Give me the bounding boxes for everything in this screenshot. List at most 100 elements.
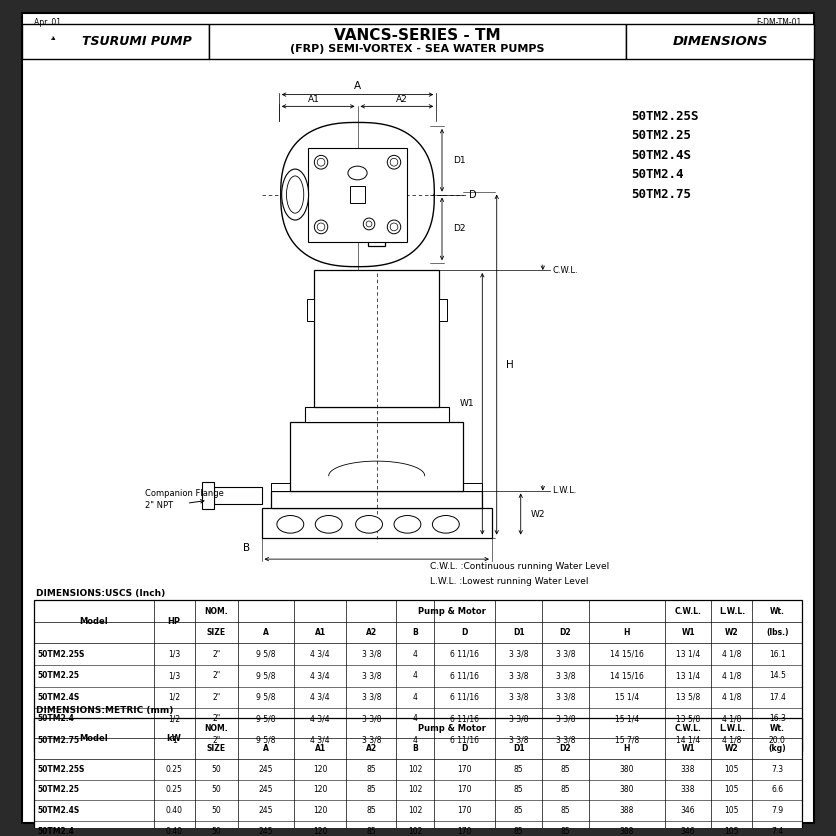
Text: 338: 338 [681,785,696,794]
Text: 3 3/8: 3 3/8 [556,736,575,745]
Text: 50TM2.75: 50TM2.75 [38,736,80,745]
Text: 50: 50 [212,806,222,815]
Text: 15 1/4: 15 1/4 [614,693,639,701]
Text: D1: D1 [513,628,524,637]
Text: 6 11/16: 6 11/16 [451,736,479,745]
Text: kW: kW [166,734,181,743]
Bar [372,191,381,206]
Text: A2: A2 [365,744,377,753]
Ellipse shape [43,31,64,53]
Bar [34,718,802,836]
Bar [295,482,314,491]
Circle shape [387,155,400,169]
Text: 380: 380 [619,765,634,774]
Text: 9 5/8: 9 5/8 [257,671,276,681]
Text: W1: W1 [681,744,695,753]
Text: 4: 4 [413,671,417,681]
Text: B: B [243,543,250,553]
Bar [626,24,814,59]
Text: 3 3/8: 3 3/8 [509,714,528,723]
Text: 14 1/4: 14 1/4 [676,736,701,745]
Text: 3 3/8: 3 3/8 [361,671,381,681]
Text: W2: W2 [725,628,739,637]
Text: DIMENSIONS:METRIC (mm): DIMENSIONS:METRIC (mm) [36,706,173,715]
Text: 346: 346 [681,827,696,835]
Text: D2: D2 [559,628,571,637]
Text: 1/2: 1/2 [168,693,181,701]
Text: 120: 120 [313,765,328,774]
Text: 2" NPT: 2" NPT [145,501,174,510]
Text: 338: 338 [681,765,696,774]
Text: 6 11/16: 6 11/16 [451,671,479,681]
Text: 7.9: 7.9 [771,806,783,815]
Text: 85: 85 [561,765,570,774]
Text: 1/3: 1/3 [168,650,181,659]
Text: 13 1/4: 13 1/4 [676,671,701,681]
Text: 3 3/8: 3 3/8 [361,736,381,745]
Text: 4 3/4: 4 3/4 [310,714,330,723]
Text: A1: A1 [314,744,326,753]
Text: 0.40: 0.40 [166,806,183,815]
Text: 170: 170 [457,765,472,774]
Ellipse shape [277,516,303,533]
Text: 4 3/4: 4 3/4 [310,693,330,701]
Text: 50: 50 [212,765,222,774]
Text: 2": 2" [212,693,221,701]
Text: Wt.: Wt. [770,607,785,615]
Text: D2: D2 [453,224,466,233]
Text: 0.25: 0.25 [166,785,182,794]
Text: 1/3: 1/3 [168,671,181,681]
Text: HP: HP [168,617,181,626]
Bar [439,299,446,321]
Ellipse shape [348,166,367,180]
Text: 3 3/8: 3 3/8 [361,714,381,723]
Text: 3 3/8: 3 3/8 [556,650,575,659]
Text: A: A [263,744,269,753]
Text: 85: 85 [366,785,376,794]
Text: 50TM2.25: 50TM2.25 [38,671,80,681]
Text: L.W.L. :Lowest running Water Level: L.W.L. :Lowest running Water Level [430,577,588,586]
Text: 6 11/16: 6 11/16 [451,714,479,723]
Text: 6 11/16: 6 11/16 [451,650,479,659]
Text: 85: 85 [561,785,570,794]
Text: 85: 85 [561,827,570,835]
Text: 50TM2.25S: 50TM2.25S [38,650,85,659]
Text: W1: W1 [460,400,475,408]
Text: 105: 105 [725,785,739,794]
Text: C.W.L.: C.W.L. [675,607,701,615]
Text: 50TM2.25S: 50TM2.25S [631,110,699,123]
Text: D2: D2 [559,744,571,753]
Bar [22,24,209,59]
Text: 380: 380 [619,785,634,794]
Circle shape [366,221,372,227]
Text: 20.0: 20.0 [769,736,786,745]
Text: 4 1/8: 4 1/8 [722,714,742,723]
Text: 14 15/16: 14 15/16 [609,650,644,659]
Text: L.W.L.: L.W.L. [719,724,745,732]
Circle shape [314,220,328,234]
Bar [290,422,463,491]
Text: 105: 105 [725,827,739,835]
Circle shape [317,223,325,231]
Text: 14.5: 14.5 [769,671,786,681]
Text: NOM.: NOM. [205,724,228,732]
Text: 3 3/8: 3 3/8 [509,671,528,681]
Text: L.W.L.: L.W.L. [719,607,745,615]
Text: Apr. 01: Apr. 01 [34,18,61,27]
Text: (FRP) SEMI-VORTEX - SEA WATER PUMPS: (FRP) SEMI-VORTEX - SEA WATER PUMPS [290,44,544,54]
Text: 4: 4 [413,693,417,701]
Text: 105: 105 [725,806,739,815]
Text: 2": 2" [212,650,221,659]
Text: A: A [263,628,269,637]
Text: 14 15/16: 14 15/16 [609,671,644,681]
Text: 4: 4 [413,714,417,723]
Text: W2: W2 [725,744,739,753]
Bar [439,482,458,491]
Text: 4 1/8: 4 1/8 [722,693,742,701]
Text: 245: 245 [259,785,273,794]
Text: 105: 105 [725,765,739,774]
Ellipse shape [287,176,303,213]
Text: Companion Flange: Companion Flange [145,489,224,498]
Text: 9 5/8: 9 5/8 [257,650,276,659]
Bar [202,482,213,509]
